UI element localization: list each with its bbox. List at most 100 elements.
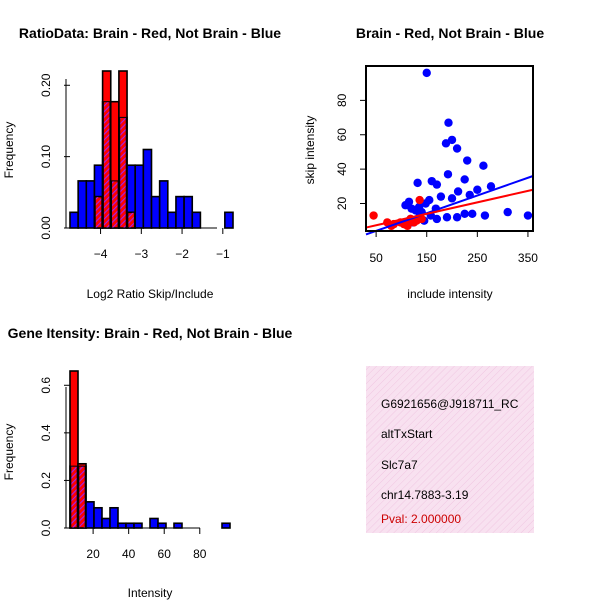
ratio-histogram-bars [69, 70, 234, 229]
scatter-point [468, 209, 477, 219]
blue-bar [85, 501, 95, 529]
scatter-x-ticks: 50 150 250 350 [369, 231, 538, 265]
y-tick-label: 20 [335, 197, 349, 211]
x-tick-label: −3 [134, 247, 148, 261]
fit-line [365, 175, 534, 236]
event-type-text: altTxStart [381, 427, 433, 441]
intensity-x-ticks: 20 40 60 80 [86, 528, 207, 561]
x-tick-label: −4 [94, 247, 108, 261]
gene-name-text: Slc7a7 [381, 458, 418, 472]
intensity-histogram: Gene Itensity: Brain - Red, Not Brain - … [2, 325, 293, 600]
scatter-point [432, 180, 442, 189]
y-tick-label: 0.20 [39, 73, 53, 97]
info-panel-clip [534, 366, 600, 533]
scatter-fit-lines [365, 175, 534, 236]
scatter-y-ticks: 20 40 60 80 [335, 93, 366, 210]
ratio-y-label: Frequency [2, 122, 16, 179]
blue-bar [175, 195, 185, 229]
intensity-x-label: Intensity [128, 586, 173, 600]
overlap-bar [127, 211, 135, 229]
blue-bar [93, 506, 103, 529]
scatter-point [369, 211, 378, 220]
scatter-point [444, 118, 453, 127]
blue-bar [133, 522, 143, 529]
x-tick-label: 20 [86, 547, 100, 561]
x-tick-label: 350 [518, 251, 538, 265]
scatter-point [523, 211, 533, 220]
event-id-text: G6921656@J918711_RC [381, 397, 519, 411]
blue-bar [77, 180, 88, 229]
blue-bar [158, 180, 169, 229]
x-tick-label: 150 [417, 251, 437, 265]
y-tick-label: 0.2 [39, 472, 53, 489]
overlap-bar [70, 465, 78, 529]
scatter-point [463, 156, 472, 165]
scatter-x-label: include intensity [407, 287, 492, 301]
blue-bar [134, 164, 145, 229]
blue-bar [157, 522, 167, 529]
scatter-point [414, 202, 424, 212]
blue-bar [125, 522, 135, 529]
blue-bar [173, 522, 183, 529]
x-tick-label: −1 [216, 247, 230, 261]
scatter-point [422, 68, 431, 78]
scatter-point [480, 211, 490, 220]
scatter-point [447, 135, 457, 145]
scatter-point [417, 214, 426, 224]
y-tick-label: 0.4 [39, 424, 53, 441]
scatter-point [452, 144, 462, 153]
ratio-histogram-title: RatioData: Brain - Red, Not Brain - Blue [19, 25, 281, 41]
blue-bar [109, 506, 119, 529]
x-tick-label: 40 [122, 547, 136, 561]
y-tick-label: 60 [335, 128, 349, 142]
blue-bar [221, 522, 231, 529]
overlap-bar [111, 180, 119, 229]
info-panel-background [366, 366, 534, 533]
blue-bar [150, 195, 161, 229]
blue-bar [149, 517, 159, 529]
overlap-bar [78, 465, 86, 529]
intensity-y-label: Frequency [2, 424, 16, 481]
ratio-y-ticks: 0.00 0.10 0.20 [39, 73, 70, 240]
blue-bar [191, 211, 202, 229]
blue-bar [224, 211, 234, 229]
blue-bar [142, 148, 153, 229]
y-tick-label: 0.6 [39, 377, 53, 394]
location-text: chr14.7883-3.19 [381, 488, 469, 502]
blue-bar [167, 211, 177, 229]
scatter-y-label: skip intensity [303, 116, 317, 185]
blue-bar [101, 517, 111, 529]
scatter-point [443, 170, 453, 179]
intensity-y-ticks: 0.0 0.2 0.4 0.6 [39, 377, 70, 536]
x-tick-label: 50 [369, 251, 383, 265]
intensity-histogram-title: Gene Itensity: Brain - Red, Not Brain - … [8, 325, 293, 341]
ratio-histogram: RatioData: Brain - Red, Not Brain - Blue… [2, 25, 281, 301]
blue-bar [85, 180, 96, 229]
scatter-point [473, 185, 482, 194]
ratio-x-label: Log2 Ratio Skip/Include [87, 287, 214, 301]
y-tick-label: 80 [335, 93, 349, 107]
pval-text: Pval: 2.000000 [381, 512, 461, 526]
scatter-point [452, 213, 462, 222]
scatter-point [415, 195, 424, 205]
scatter-point [442, 213, 452, 222]
scatter-point [486, 182, 496, 191]
scatter-point [453, 187, 463, 196]
scatter-point [436, 192, 446, 201]
y-tick-label: 0.00 [39, 216, 53, 240]
scatter-point [447, 194, 457, 203]
x-tick-label: −2 [175, 247, 189, 261]
y-tick-label: 40 [335, 162, 349, 176]
scatter-point [413, 178, 422, 188]
y-tick-label: 0.0 [39, 519, 53, 536]
scatter-point [401, 201, 410, 210]
scatter-point [503, 207, 512, 217]
scatter-title: Brain - Red, Not Brain - Blue [356, 25, 544, 41]
y-tick-label: 0.10 [39, 145, 53, 169]
ratio-x-ticks: −4 −3 −2 −1 [94, 228, 230, 261]
intensity-scatter: Brain - Red, Not Brain - Blue 50 150 250 35… [303, 25, 544, 301]
blue-bar [117, 522, 127, 529]
overlap-bar [119, 116, 127, 229]
x-tick-label: 80 [193, 547, 207, 561]
